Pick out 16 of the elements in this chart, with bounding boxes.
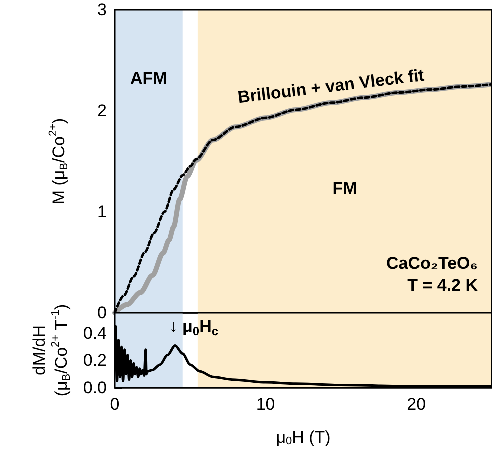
y-tick-label: 2: [98, 102, 107, 120]
annotation: T = 4.2 K: [408, 276, 479, 295]
text: Brillouin + van Vleck fit: [236, 66, 426, 108]
y-tick-label: 0: [98, 304, 107, 322]
y-tick-label: 1: [98, 202, 107, 222]
x-tick-label: 10: [256, 395, 276, 414]
y-tick-label: 3: [98, 0, 107, 20]
x-tick-label: 20: [407, 395, 426, 414]
y-tick-label: 0.0: [83, 378, 107, 398]
y-tick-label: 0.2: [83, 351, 107, 370]
band-label: AFM: [130, 69, 168, 88]
y-axis-title: M (μB/Co2+): [48, 118, 70, 205]
annotation: CaCo₂TeO₆: [386, 254, 478, 273]
band-label: FM: [332, 179, 358, 198]
y-tick-label: 0.4: [83, 324, 107, 343]
x-tick-label: 0: [110, 395, 120, 414]
